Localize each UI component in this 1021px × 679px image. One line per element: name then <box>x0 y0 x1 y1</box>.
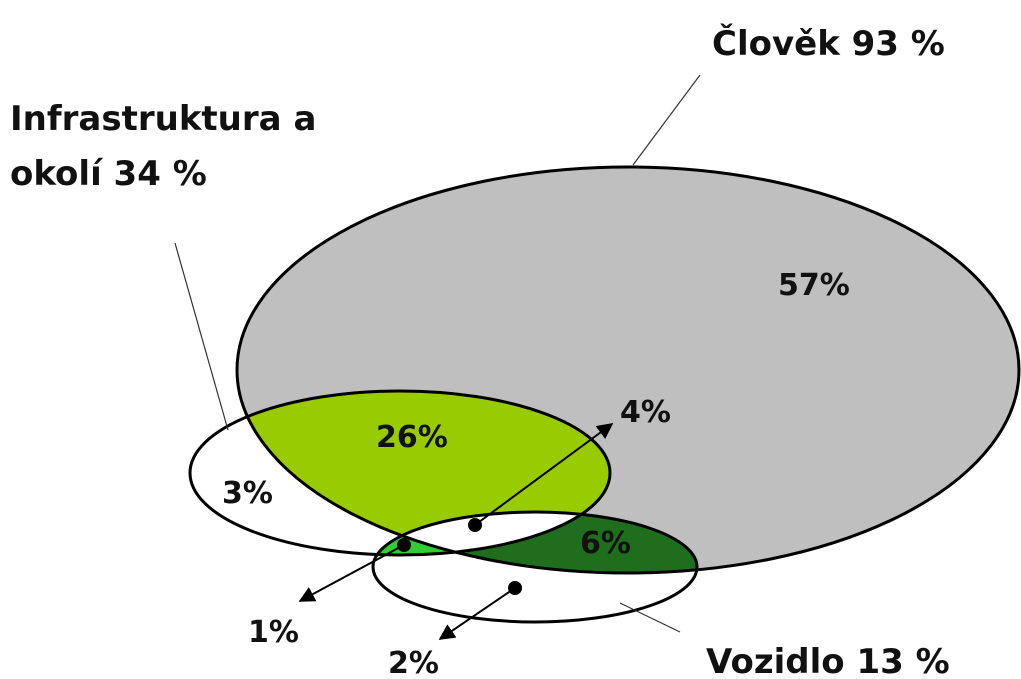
region-label: 57% <box>778 268 850 303</box>
region-all <box>373 512 610 555</box>
dot <box>508 581 522 595</box>
leader-lines <box>174 74 701 633</box>
arrow <box>474 423 614 526</box>
region-label: 4% <box>620 395 671 430</box>
outline <box>235 165 1021 575</box>
set-label: Člověk 93 % <box>712 23 945 64</box>
arrow <box>438 587 516 640</box>
outline <box>188 389 612 557</box>
region-label: 1% <box>248 615 299 650</box>
arrow <box>298 544 405 602</box>
arrows <box>298 423 614 640</box>
set-label: Vozidlo 13 % <box>706 642 950 679</box>
dot <box>468 518 482 532</box>
leader-line <box>619 602 681 633</box>
outline <box>371 510 699 624</box>
set-label: Infrastruktura a <box>10 99 316 139</box>
region-label: 3% <box>222 476 273 511</box>
region-all-fill <box>373 512 610 555</box>
shapes <box>174 74 1021 640</box>
set-label: okolí 34 % <box>10 154 207 194</box>
region-label: 6% <box>580 526 631 561</box>
region-label: 2% <box>388 646 439 679</box>
region-label: 26% <box>376 420 448 455</box>
dot <box>397 538 411 552</box>
leader-line <box>174 242 229 431</box>
leader-line <box>632 74 701 166</box>
outlines <box>188 165 1021 624</box>
